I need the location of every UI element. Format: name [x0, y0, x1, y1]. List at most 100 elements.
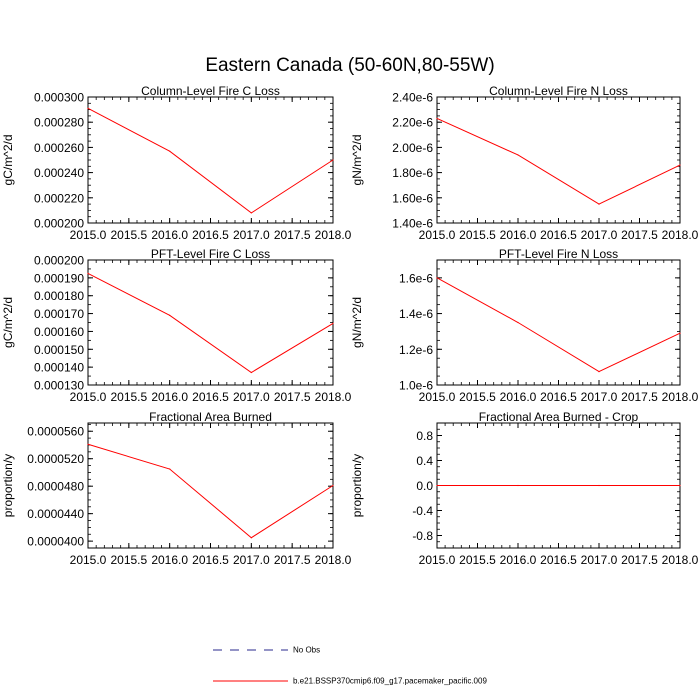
y-tick-label: 0.000150: [34, 343, 84, 357]
x-tick-label: 2018.0: [662, 390, 699, 404]
y-tick-label: 0.000200: [34, 254, 84, 268]
data-point: [436, 484, 438, 487]
x-tick-label: 2017.5: [621, 390, 658, 404]
x-tick-label: 2017.5: [274, 553, 311, 567]
data-point: [679, 332, 681, 334]
x-tick-label: 2015.0: [419, 228, 456, 242]
y-tick-label: 0.000170: [34, 307, 84, 321]
y-axis-label: proportion/y: [350, 454, 364, 517]
data-point: [169, 150, 171, 152]
x-tick-label: 2015.5: [459, 390, 496, 404]
y-tick-label: 1.2e-6: [399, 343, 433, 357]
data-point: [169, 314, 171, 316]
data-point: [332, 484, 334, 487]
x-tick-label: 2015.0: [70, 228, 107, 242]
y-tick-label: 1.40e-6: [392, 217, 433, 231]
x-tick-label: 2016.0: [151, 228, 188, 242]
x-tick-label: 2016.0: [151, 390, 188, 404]
x-tick-label: 2017.5: [621, 553, 658, 567]
x-tick-label: 2017.0: [581, 228, 618, 242]
y-axis-label: gC/m^2/d: [1, 297, 15, 348]
data-point: [517, 154, 519, 156]
y-tick-label: 0.8: [416, 429, 433, 443]
x-tick-label: 2016.0: [500, 390, 537, 404]
x-tick-label: 2016.0: [500, 553, 537, 567]
series-line: [87, 443, 334, 539]
x-tick-label: 2017.0: [581, 390, 618, 404]
y-tick-label: 0.000160: [34, 325, 84, 339]
x-tick-label: 2017.5: [274, 390, 311, 404]
plot-frame: [87, 422, 334, 549]
y-tick-label: 0.000180: [34, 289, 84, 303]
y-tick-label: 0.000300: [34, 91, 84, 105]
data-point: [598, 371, 600, 373]
x-tick-label: 2016.5: [192, 228, 229, 242]
y-tick-label: 0.0000520: [27, 452, 84, 466]
series-line: [87, 107, 334, 214]
data-point: [250, 212, 252, 214]
panel-title: Column-Level Fire N Loss: [489, 84, 628, 98]
series-line: [87, 272, 334, 374]
panel-title: Fractional Area Burned: [149, 410, 272, 424]
figure-title: Eastern Canada (50-60N,80-55W): [205, 55, 494, 76]
x-tick-label: 2016.5: [192, 390, 229, 404]
x-tick-label: 2016.0: [500, 228, 537, 242]
data-point: [250, 537, 252, 539]
data-point: [332, 322, 334, 324]
data-point: [87, 443, 89, 445]
data-point: [436, 117, 438, 120]
y-tick-label: 0.0000560: [27, 425, 84, 439]
panel-3: PFT-Level Fire C Loss gC/m^2/d 2015.0 2015.…: [1, 247, 352, 404]
panel-title: Column-Level Fire C Loss: [141, 84, 280, 98]
panel-5: Fractional Area Burned proportion/y 2015.0…: [1, 410, 352, 567]
y-axis-label: gC/m^2/d: [1, 135, 15, 186]
x-tick-label: 2018.0: [662, 553, 699, 567]
panel-title: Fractional Area Burned - Crop: [479, 410, 639, 424]
x-tick-label: 2017.0: [233, 228, 270, 242]
y-tick-label: 1.0e-6: [399, 379, 433, 393]
y-tick-label: 0.000140: [34, 361, 84, 375]
panel-title: PFT-Level Fire N Loss: [499, 247, 618, 261]
y-tick-label: 0.000190: [34, 271, 84, 285]
plot-frame: [87, 96, 334, 224]
data-point: [87, 107, 89, 109]
x-tick-label: 2017.5: [621, 228, 658, 242]
x-tick-label: 2015.0: [70, 553, 107, 567]
x-tick-label: 2015.0: [419, 553, 456, 567]
x-tick-label: 2016.0: [151, 553, 188, 567]
y-tick-label: 0.000240: [34, 166, 84, 180]
y-axis-label: proportion/y: [1, 454, 15, 517]
y-tick-label: 0.4: [416, 454, 433, 468]
x-tick-label: 2015.5: [110, 553, 147, 567]
x-tick-label: 2018.0: [315, 553, 352, 567]
x-tick-label: 2016.5: [192, 553, 229, 567]
x-tick-label: 2018.0: [315, 228, 352, 242]
plot-frame: [436, 96, 681, 224]
legend: No Obs b.e21.BSSP370cmip6.f09_g17.pacema…: [213, 646, 487, 686]
y-tick-label: 0.0000400: [27, 535, 84, 549]
y-tick-label: 0.000200: [34, 217, 84, 231]
y-tick-label: -0.8: [412, 529, 433, 543]
x-tick-label: 2017.0: [233, 553, 270, 567]
data-point: [598, 203, 600, 205]
y-tick-label: 2.00e-6: [392, 141, 433, 155]
plot-frame: [436, 259, 681, 386]
data-point: [436, 277, 438, 279]
x-tick-label: 2015.5: [459, 228, 496, 242]
series-line: [436, 117, 681, 205]
y-tick-label: 1.80e-6: [392, 166, 433, 180]
x-tick-label: 2017.0: [233, 390, 270, 404]
x-tick-label: 2017.5: [274, 228, 311, 242]
y-tick-label: 0.000260: [34, 141, 84, 155]
data-point: [517, 484, 519, 487]
data-point: [679, 164, 681, 166]
y-tick-label: 0.0000480: [27, 480, 84, 494]
data-point: [517, 321, 519, 324]
x-tick-label: 2015.5: [110, 228, 147, 242]
y-tick-label: 1.4e-6: [399, 307, 433, 321]
y-tick-label: 0.0000440: [27, 507, 84, 521]
y-tick-label: 0.000130: [34, 379, 84, 393]
x-tick-label: 2018.0: [315, 390, 352, 404]
